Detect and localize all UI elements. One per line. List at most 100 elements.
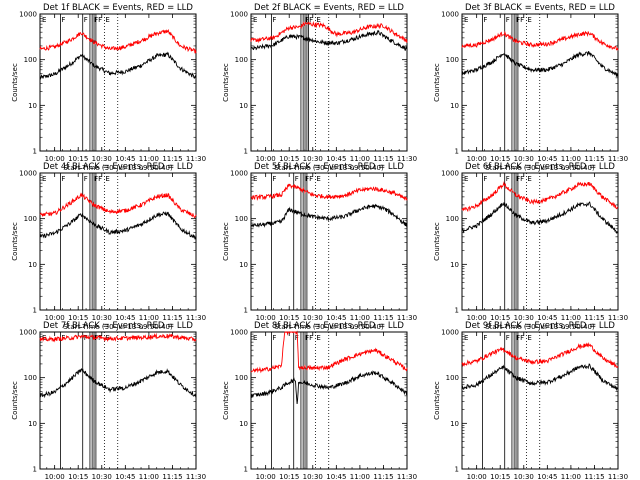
y-tick-label: 10: [239, 420, 248, 428]
plot-frame: [461, 13, 619, 152]
y-tick-label: 100: [446, 374, 459, 382]
panel-title: Det 4f BLACK = Events, RED = LLD: [43, 162, 193, 172]
y-tick-label: 10: [450, 102, 459, 110]
x-tick-label: 11:00: [350, 473, 370, 480]
x-tick-label: 10:30: [514, 155, 534, 163]
plot-frame: [39, 331, 197, 470]
y-tick-label: 100: [235, 56, 248, 64]
flag-label: F: [272, 16, 276, 24]
flag-label: FF: [305, 175, 313, 183]
y-tick-label: 100: [24, 56, 37, 64]
flag-label: E: [253, 16, 257, 24]
x-tick-label: 11:15: [162, 314, 182, 322]
y-tick-label: 1: [244, 148, 248, 156]
lld-series-line: [39, 192, 197, 219]
x-tick-label: 10:00: [467, 473, 487, 480]
plot-frame: [461, 172, 619, 311]
x-tick-label: 11:00: [350, 155, 370, 163]
events-series-line: [39, 51, 197, 80]
x-tick-label: 11:15: [162, 473, 182, 480]
x-tick-label: 11:30: [608, 155, 628, 163]
x-axis-label: Start Time (30-Jul-13 09:50:40): [63, 323, 173, 331]
x-tick-label: 11:30: [397, 155, 417, 163]
x-tick-label: 10:00: [45, 314, 65, 322]
x-tick-label: 11:30: [186, 155, 206, 163]
events-series-line: [39, 211, 197, 240]
flag-label: E: [42, 175, 46, 183]
x-tick-label: 10:45: [326, 473, 346, 480]
x-tick-label: 11:15: [584, 473, 604, 480]
panel-title: Det 5f BLACK = Events, RED = LLD: [254, 162, 404, 172]
lld-series-line: [39, 28, 197, 54]
y-tick-label: 10: [239, 102, 248, 110]
x-tick-label: 10:15: [490, 473, 510, 480]
lld-series-line: [461, 180, 619, 213]
flag-label: E: [105, 16, 109, 24]
flag-label: E: [316, 16, 320, 24]
y-tick-label: 10: [28, 420, 37, 428]
y-tick-label: 1: [33, 148, 37, 156]
x-tick-label: 11:15: [584, 155, 604, 163]
y-axis-label: Counts/sec: [433, 63, 441, 102]
y-tick-label: 10: [28, 102, 37, 110]
y-tick-label: 1000: [19, 329, 37, 337]
x-axis-label: Start Time (30-Jul-13 09:50:40): [485, 164, 595, 172]
flag-label: E: [316, 334, 320, 342]
x-tick-label: 10:45: [115, 155, 135, 163]
y-axis-label: Counts/sec: [222, 381, 230, 420]
flag-label: F: [272, 175, 276, 183]
lld-series-line: [250, 183, 408, 201]
panel-title: Det 8f BLACK = Events, RED = LLD: [254, 321, 404, 331]
y-tick-label: 100: [446, 56, 459, 64]
y-tick-label: 100: [24, 374, 37, 382]
x-tick-label: 10:15: [68, 473, 88, 480]
x-tick-label: 10:45: [537, 314, 557, 322]
y-axis-label: Counts/sec: [433, 381, 441, 420]
lld-series-line: [39, 332, 197, 343]
flag-label: F: [483, 175, 487, 183]
y-tick-label: 1: [455, 148, 459, 156]
y-tick-label: 1: [33, 466, 37, 474]
x-tick-label: 11:00: [139, 155, 159, 163]
x-tick-label: 10:00: [256, 314, 276, 322]
y-tick-label: 1000: [230, 170, 248, 178]
y-tick-label: 1: [244, 466, 248, 474]
y-tick-label: 1000: [19, 11, 37, 19]
y-tick-label: 1: [455, 307, 459, 315]
x-tick-label: 10:45: [115, 473, 135, 480]
panel-title: Det 1f BLACK = Events, RED = LLD: [43, 3, 193, 13]
x-tick-label: 10:15: [279, 155, 299, 163]
x-tick-label: 10:30: [303, 473, 323, 480]
flag-label: E: [464, 334, 468, 342]
y-tick-label: 1: [455, 466, 459, 474]
flag-label: F: [483, 334, 487, 342]
x-tick-label: 10:30: [92, 314, 112, 322]
y-axis-label: Counts/sec: [11, 222, 19, 261]
flag-label: E: [316, 175, 320, 183]
x-tick-label: 11:30: [397, 314, 417, 322]
y-tick-label: 1: [33, 307, 37, 315]
x-tick-label: 10:15: [490, 155, 510, 163]
flag-label: F: [506, 175, 510, 183]
x-tick-label: 10:15: [279, 473, 299, 480]
lld-series-line: [461, 30, 619, 51]
x-tick-label: 10:00: [467, 155, 487, 163]
flag-label: FF: [305, 334, 313, 342]
flag-label: FF: [94, 16, 102, 24]
events-series-line: [39, 368, 197, 399]
x-tick-label: 10:15: [68, 314, 88, 322]
x-tick-label: 10:30: [92, 473, 112, 480]
x-tick-label: 11:15: [162, 155, 182, 163]
events-series-line: [250, 370, 408, 405]
flag-label: F: [483, 16, 487, 24]
y-tick-label: 10: [450, 261, 459, 269]
x-tick-label: 10:45: [326, 314, 346, 322]
panel-title: Det 9f BLACK = Events, RED = LLD: [465, 321, 615, 331]
x-tick-label: 10:30: [303, 314, 323, 322]
y-tick-label: 100: [24, 215, 37, 223]
x-tick-label: 10:15: [279, 314, 299, 322]
events-series-line: [250, 203, 408, 228]
